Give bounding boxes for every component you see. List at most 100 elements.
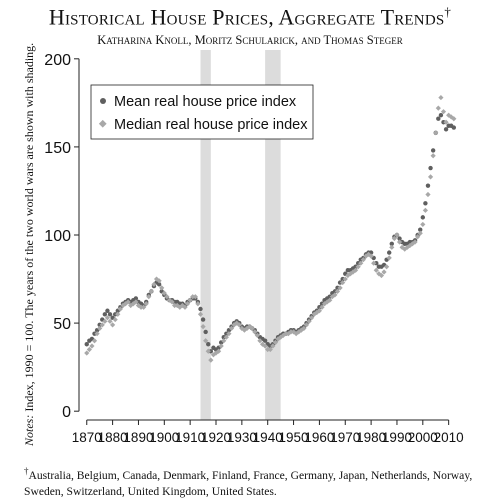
x-tick-label-1970: 1970 [330, 430, 360, 445]
median-point [368, 253, 374, 259]
median-point [161, 290, 167, 296]
median-point [316, 308, 323, 314]
median-point [195, 301, 201, 307]
median-point [97, 325, 103, 331]
median-point [254, 332, 260, 339]
y-tick-label-50: 50 [53, 316, 71, 333]
median-point [192, 294, 198, 300]
legend-mean-marker [100, 98, 106, 104]
median-point [197, 311, 204, 317]
median-point [218, 343, 224, 349]
median-point [223, 334, 229, 340]
median-point [143, 301, 149, 307]
median-point [446, 112, 452, 118]
x-tick-label-1980: 1980 [356, 430, 386, 445]
median-point [396, 239, 403, 245]
x-tick-label-1960: 1960 [304, 430, 334, 445]
side-note: Notes: Index, 1990 = 100. The years of t… [22, 43, 37, 446]
median-series-points [84, 94, 457, 363]
median-point [252, 329, 258, 335]
median-point [146, 294, 152, 300]
median-point [381, 269, 387, 275]
median-point [360, 257, 366, 263]
median-point [86, 346, 92, 353]
median-point [241, 327, 248, 333]
median-point [270, 343, 276, 349]
legend-median-label: Median real house price index [114, 117, 308, 133]
median-point [117, 306, 123, 312]
median-point [156, 278, 162, 284]
median-point [438, 94, 444, 101]
median-point [153, 276, 160, 282]
median-point [115, 311, 121, 317]
x-tick-label-1950: 1950 [279, 430, 309, 445]
war-shading-group [200, 50, 281, 420]
median-point [110, 322, 116, 328]
median-point [420, 221, 426, 228]
y-tick-label-100: 100 [44, 228, 71, 245]
median-point [309, 315, 315, 321]
median-point [84, 350, 90, 356]
median-point [355, 264, 361, 270]
mean-point [84, 342, 89, 347]
median-point [91, 338, 98, 344]
mean-point [430, 148, 436, 153]
median-point [427, 174, 434, 180]
legend-mean-label: Mean real house price index [114, 94, 297, 110]
mean-point [198, 306, 203, 312]
median-point [391, 235, 397, 242]
median-point [107, 318, 113, 324]
median-point [104, 315, 111, 321]
x-tick-label-2000: 2000 [408, 430, 438, 445]
war-shading-2 [265, 50, 281, 420]
mean-point [420, 215, 426, 220]
mean-point [102, 312, 108, 317]
median-point [272, 339, 279, 346]
x-tick-label-1870: 1870 [72, 430, 102, 445]
mean-point [438, 112, 444, 118]
median-point [433, 130, 439, 136]
mean-point [389, 241, 394, 247]
median-point [394, 232, 400, 238]
y-tick-label-200: 200 [44, 52, 71, 69]
median-point [262, 343, 268, 349]
axes-group: 0 50 100 150 200 1870188018901900191019201930… [44, 52, 463, 445]
median-point [451, 116, 457, 122]
legend: Mean real house price index Median real … [90, 84, 314, 140]
mean-point [423, 201, 428, 206]
footnote-mark: † [24, 466, 29, 476]
median-point [378, 272, 385, 279]
median-point [422, 207, 428, 213]
mean-point [133, 296, 139, 301]
median-point [386, 255, 392, 261]
median-point [409, 241, 416, 247]
y-tick-label-0: 0 [62, 404, 71, 421]
mean-point [397, 236, 402, 241]
mean-point [436, 116, 441, 121]
x-tick-label-1920: 1920 [201, 430, 231, 445]
median-point [231, 322, 237, 328]
median-point [99, 322, 105, 328]
median-point [159, 285, 165, 291]
median-point [141, 304, 147, 310]
x-tick-label-1930: 1930 [227, 430, 257, 445]
median-point [371, 260, 377, 266]
median-point [267, 346, 273, 353]
median-point [425, 191, 431, 198]
median-point [102, 318, 108, 324]
median-point [275, 336, 281, 342]
median-point [221, 338, 227, 344]
median-point [239, 325, 245, 331]
median-point [293, 331, 299, 337]
median-point [417, 230, 423, 236]
x-tick-label-1940: 1940 [253, 430, 283, 445]
median-point [278, 334, 284, 340]
median-point [352, 267, 359, 273]
median-point [389, 244, 395, 250]
x-tick-label-1890: 1890 [123, 430, 153, 445]
median-point [169, 299, 175, 305]
chart-subtitle: Katharina Knoll, Moritz Schularick, and … [97, 33, 403, 47]
median-point [280, 332, 286, 339]
